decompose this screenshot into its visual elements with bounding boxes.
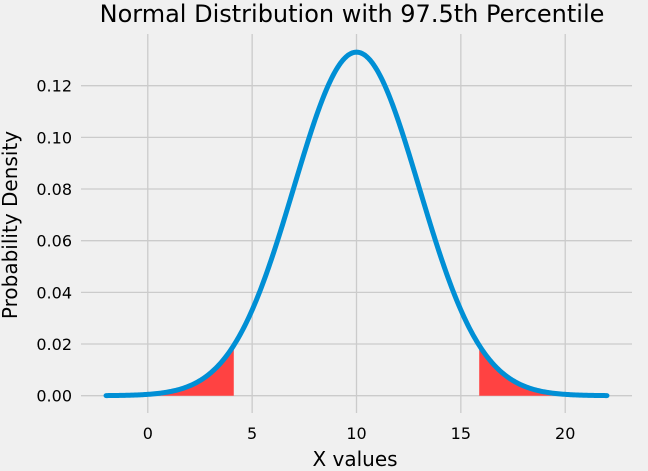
y-axis-label: Probability Density <box>0 131 22 319</box>
y-tick-label: 0.06 <box>36 232 72 251</box>
x-tick-label: 10 <box>346 424 366 443</box>
x-tick-label: 5 <box>247 424 257 443</box>
x-tick-label: 0 <box>143 424 153 443</box>
shaded-tails <box>147 345 566 396</box>
x-tick-label: 20 <box>555 424 575 443</box>
y-tick-label: 0.04 <box>36 283 72 302</box>
y-tick-label: 0.10 <box>36 128 72 147</box>
upper-tail-area <box>479 345 566 396</box>
density-curve-layer <box>103 49 610 399</box>
y-tick-label: 0.00 <box>36 387 72 406</box>
y-tick-label: 0.12 <box>36 77 72 96</box>
tick-labels: 0 5 10 15 20 0.00 0.02 0.04 0.06 0.08 0.10 0.12 <box>36 77 575 443</box>
y-tick-label: 0.02 <box>36 335 72 354</box>
chart-title: Normal Distribution with 97.5th Percenti… <box>100 0 605 28</box>
x-tick-label: 15 <box>451 424 471 443</box>
lower-tail-area <box>147 345 234 396</box>
density-curve <box>103 49 610 399</box>
y-tick-label: 0.08 <box>36 180 72 199</box>
x-axis-label: X values <box>312 447 397 471</box>
